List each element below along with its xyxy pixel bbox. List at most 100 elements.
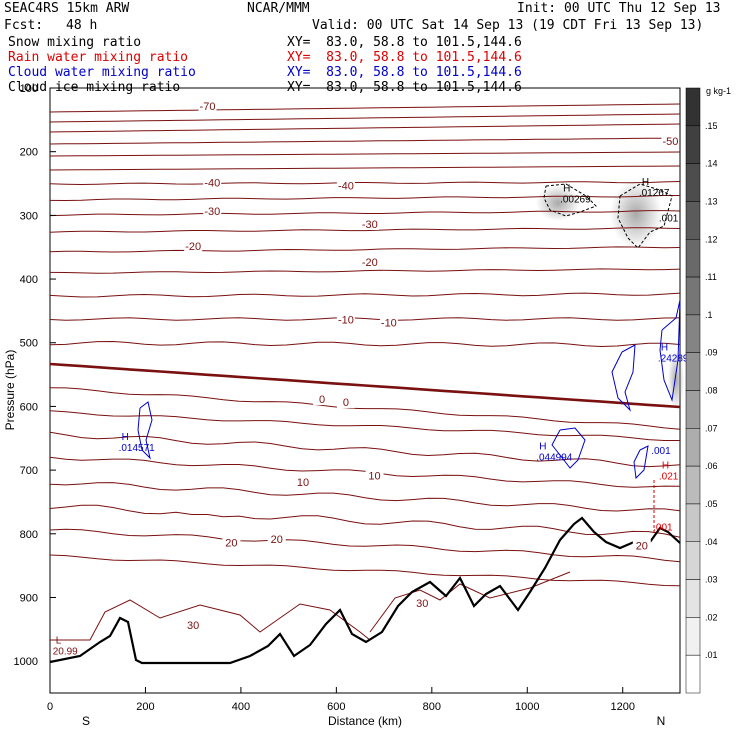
isotherm-label-bg (360, 217, 379, 230)
x-tick-label: 1000 (515, 701, 539, 713)
extremum-value: .014571 (119, 443, 156, 454)
cloud-water-contour (551, 427, 586, 469)
isotherm-label-bg (203, 205, 222, 218)
field-label-cloud-water: Cloud water mixing ratio (8, 65, 196, 80)
isotherm-label-bg (222, 536, 241, 549)
isotherm-label-bg (293, 475, 312, 488)
colorbar-segment (685, 239, 701, 278)
isotherm-label: -40 (338, 181, 354, 193)
colorbar-tick-label: .05 (705, 499, 718, 509)
extremum-marker: H (122, 432, 129, 443)
extremum-value: .24289 (658, 354, 689, 365)
isotherm-label-bg (313, 393, 332, 406)
x-tick-label: 0 (47, 701, 53, 713)
extremum-marker: H (662, 460, 669, 471)
valid-time: Valid: 00 UTC Sat 14 Sep 13 (19 CDT Fri … (312, 18, 704, 33)
isotherm-label-bg (632, 539, 651, 552)
y-tick-label: 200 (20, 147, 38, 159)
colorbar-tick-label: .11 (705, 272, 717, 282)
isotherm-line (49, 410, 680, 441)
init-time: Init: 00 UTC Thu 12 Sep 13 (517, 1, 721, 16)
colorbar-segment (685, 579, 701, 618)
field-label-rain: Rain water mixing ratio (8, 50, 189, 65)
isotherm-label-bg (661, 135, 680, 148)
isotherm-line (49, 387, 681, 430)
isotherm-line (49, 362, 681, 409)
colorbar-tick-label: .15 (705, 121, 718, 131)
isotherm-line (49, 103, 681, 113)
isotherm-label: -70 (200, 101, 216, 113)
x-tick-label: 400 (232, 701, 250, 713)
isotherm-label-bg (203, 176, 222, 189)
plot-frame (49, 87, 681, 694)
field-label-snow: Snow mixing ratio (8, 35, 142, 50)
y-tick-label: 700 (20, 465, 38, 477)
colorbar-segment (685, 352, 701, 391)
isotherm-line (49, 210, 681, 217)
isotherm-label-bg (379, 316, 398, 329)
colorbar-segment (685, 125, 701, 164)
field-xy-cloud-water: XY= 83.0, 58.8 to 101.5,144.6 (287, 65, 522, 80)
isotherm-label-bg (365, 469, 384, 482)
isotherm-label-bg (184, 240, 203, 253)
colorbar-unit: g kg-1 (706, 86, 731, 96)
isotherm-label-bg (198, 100, 217, 113)
extremum-marker: H (661, 343, 668, 354)
isotherm-line (49, 227, 681, 233)
isotherm-label: -30 (362, 219, 378, 231)
x-tick-label: 200 (136, 701, 154, 713)
colorbar-segment (685, 541, 701, 580)
isotherm-line (49, 268, 681, 274)
colorbar-segment (685, 503, 701, 542)
cloud-water-contour (611, 344, 636, 412)
cloud-water-contour (659, 299, 681, 402)
isotherm-label: 30 (416, 598, 428, 610)
colorbar-tick-label: .1 (705, 310, 713, 320)
fcst-value: 48 h (66, 18, 98, 33)
isotherm-line (49, 554, 681, 587)
isotherm-line (49, 482, 681, 512)
isotherm-label: -50 (663, 136, 679, 148)
extremum-value: .00269 (560, 194, 591, 205)
colorbar-tick-label: .08 (705, 386, 718, 396)
colorbar-tick-label: .07 (705, 423, 718, 433)
isotherm-label: 30 (187, 620, 199, 632)
isotherm-label: -20 (362, 257, 378, 269)
colorbar-tick-label: .02 (705, 612, 718, 622)
extremum-value: .01267 (639, 188, 670, 199)
isotherm-line (49, 151, 681, 157)
extremum-value: .001 (653, 522, 673, 533)
isotherm-label: 20 (636, 541, 648, 553)
isotherm-line (49, 317, 681, 321)
colorbar-tick-label: .12 (705, 234, 718, 244)
colorbar-tick-label: .06 (705, 461, 718, 471)
isotherm-label: 0 (319, 394, 325, 406)
isotherm-label: 0 (343, 397, 349, 409)
isotherm-line (49, 246, 681, 253)
isotherm-label: 20 (225, 537, 237, 549)
extremum-marker: H (642, 177, 649, 188)
colorbar-segment (685, 654, 701, 694)
colorbar-tick-label: .01 (705, 650, 718, 660)
extremum-marker: H (539, 441, 546, 452)
x-tick-label: 1200 (610, 701, 634, 713)
isotherm-line (49, 195, 680, 202)
fcst-label: Fcst: (4, 18, 44, 33)
terrain-profile (49, 516, 681, 665)
colorbar-segment (685, 201, 701, 240)
colorbar-segment (685, 163, 701, 202)
field-xy-rain: XY= 83.0, 58.8 to 101.5,144.6 (287, 50, 522, 65)
cloud-ice-contour (617, 183, 673, 249)
y-tick-label: 1000 (14, 656, 38, 668)
y-axis-title: Pressure (hPa) (3, 350, 17, 431)
isotherm-label-bg (360, 256, 379, 269)
colorbar-segment (685, 314, 701, 353)
isotherm-line (50, 599, 371, 641)
colorbar-segment (685, 87, 701, 127)
y-tick-label: 100 (20, 83, 38, 95)
colorbar-segment (685, 390, 701, 429)
isotherm-label: 10 (368, 470, 380, 482)
extremum-value: .001 (651, 446, 671, 457)
